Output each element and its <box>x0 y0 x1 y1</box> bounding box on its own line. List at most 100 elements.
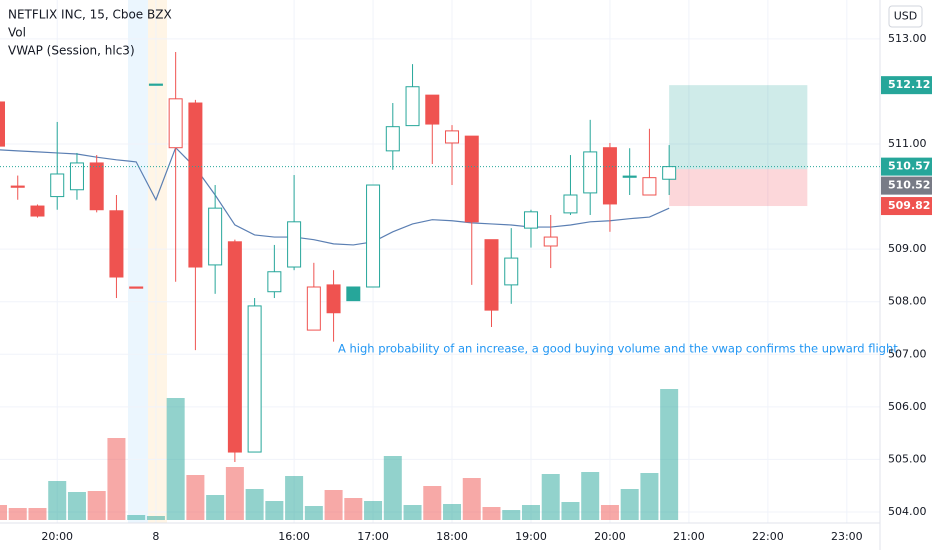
premarket-band <box>128 0 148 523</box>
candle-body <box>366 184 381 288</box>
candle-body <box>168 98 183 149</box>
candle-body <box>662 166 677 180</box>
candle-body <box>109 210 124 278</box>
volume-bar <box>383 456 402 520</box>
legend-entry: Vol <box>8 26 26 40</box>
volume-bar <box>324 490 343 520</box>
candle-body <box>504 257 519 286</box>
candle-body <box>622 175 637 178</box>
volume-bar <box>660 389 679 520</box>
volume-bar <box>28 508 47 520</box>
candle-body <box>346 286 361 302</box>
price-tag <box>881 157 932 176</box>
volume-bar <box>127 515 146 520</box>
volume-bar <box>186 475 205 520</box>
candle-body <box>30 205 45 217</box>
stop-zone <box>669 169 808 207</box>
candle-body <box>188 102 203 268</box>
legend-entry: VWAP (Session, hlc3) <box>8 44 135 58</box>
y-tick-label: 509.00 <box>888 242 927 255</box>
candle-body <box>129 286 144 289</box>
y-tick-label: 506.00 <box>888 400 927 413</box>
volume-bar <box>502 510 521 520</box>
volume-bar <box>482 507 501 520</box>
target-zone <box>669 85 808 170</box>
x-tick-label: 23:00 <box>831 530 863 543</box>
volume-bar <box>48 481 67 520</box>
volume-bar <box>462 478 481 520</box>
y-tick-label: 504.00 <box>888 505 927 518</box>
volume-bar <box>344 498 363 520</box>
x-tick-label: 18:00 <box>436 530 468 543</box>
candle-body <box>227 241 242 453</box>
volume-bar <box>206 495 225 520</box>
volume-bar <box>225 467 244 520</box>
y-tick-label: 511.00 <box>888 137 927 150</box>
stop-tag <box>881 197 932 216</box>
volume-bar <box>146 516 165 520</box>
candle-body <box>425 94 440 125</box>
volume-bar <box>107 438 126 520</box>
entry-tag-label: 510.52 <box>888 179 930 192</box>
y-tick-label: 507.00 <box>888 347 927 360</box>
target-tag-label: 512.12 <box>888 78 930 91</box>
volume-bar <box>561 502 580 520</box>
x-tick-label: 19:00 <box>515 530 547 543</box>
x-tick-label: 8 <box>152 530 159 543</box>
volume-bar <box>265 501 284 520</box>
volume-bar <box>364 501 383 520</box>
candle-body <box>385 126 400 152</box>
candle-body <box>69 162 84 191</box>
volume-bar <box>620 489 639 520</box>
currency-label[interactable]: USD <box>894 10 918 23</box>
currency-button[interactable] <box>888 5 923 28</box>
candle-body <box>10 185 25 188</box>
volume-bar <box>0 505 7 520</box>
volume-bar <box>304 506 323 520</box>
x-tick-label: 21:00 <box>673 530 705 543</box>
stop-tag-label: 509.82 <box>888 199 930 212</box>
candle-body <box>306 286 321 331</box>
x-tick-label: 16:00 <box>278 530 310 543</box>
volume-bar <box>423 486 442 520</box>
candle-body <box>445 130 460 144</box>
volume-bar <box>87 491 106 520</box>
volume-bar <box>245 489 264 520</box>
volume-bar <box>443 504 462 520</box>
x-tick-label: 22:00 <box>752 530 784 543</box>
chart-title: NETFLIX INC, 15, Cboe BZX <box>8 8 172 22</box>
volume-bar <box>581 472 600 520</box>
candle-body <box>602 147 617 205</box>
candle-body <box>543 236 558 247</box>
x-tick-label: 20:00 <box>41 530 73 543</box>
candle-body <box>89 162 104 211</box>
volume-bar <box>8 508 27 520</box>
vwap-line <box>0 146 670 246</box>
candle-body <box>484 239 499 311</box>
target-tag <box>881 76 932 95</box>
volume-bar <box>403 505 422 520</box>
y-tick-label: 505.00 <box>888 452 927 465</box>
candle-body <box>287 221 302 268</box>
candle-body <box>523 211 538 229</box>
volume-bar <box>600 505 619 520</box>
volume-bar <box>541 474 560 520</box>
marks <box>0 52 808 520</box>
candle-body <box>208 207 223 266</box>
candle-body <box>563 194 578 214</box>
volume-bar <box>67 492 86 520</box>
candle-body <box>0 101 5 147</box>
candle-body <box>148 83 163 86</box>
candle-body <box>267 271 282 293</box>
annotation: A high probability of an increase, a goo… <box>338 342 898 356</box>
volume-bar <box>521 505 540 520</box>
x-tick-label: 20:00 <box>594 530 626 543</box>
candle-body <box>405 86 420 127</box>
candle-body <box>50 173 65 198</box>
entry-tag <box>881 176 932 195</box>
y-tick-label: 513.00 <box>888 32 927 45</box>
price-tag-label: 510.57 <box>888 160 930 173</box>
candle-body <box>247 305 262 453</box>
